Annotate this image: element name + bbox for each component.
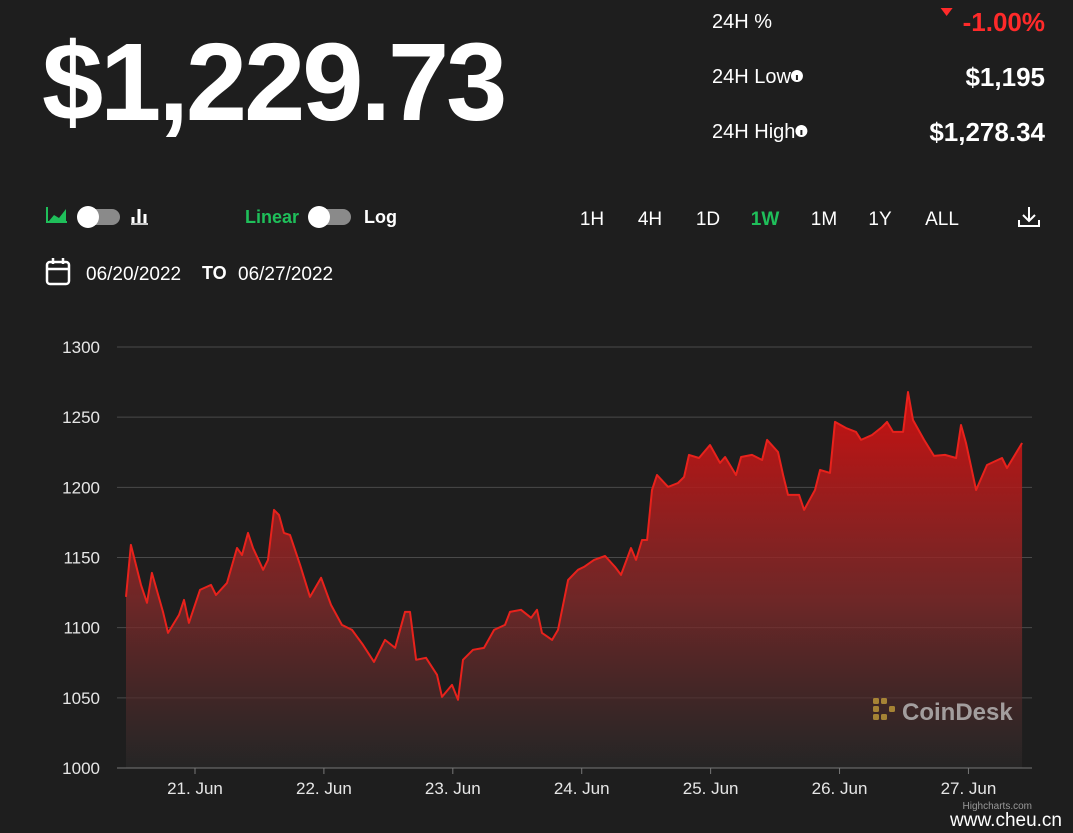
logo-dot bbox=[881, 714, 887, 720]
toggle-knob bbox=[308, 206, 330, 228]
y-tick-label: 1300 bbox=[62, 338, 100, 357]
y-tick-label: 1150 bbox=[63, 549, 100, 568]
logo-dot bbox=[881, 698, 887, 704]
calendar-frame bbox=[45, 260, 71, 286]
x-tick-label: 27. Jun bbox=[941, 779, 997, 798]
y-tick-label: 1200 bbox=[62, 478, 100, 497]
toggle-knob bbox=[77, 206, 99, 228]
chart-type-toggle[interactable] bbox=[46, 206, 148, 228]
info-icon-mark bbox=[800, 130, 803, 135]
calendar-icon[interactable] bbox=[45, 258, 71, 286]
area-icon bbox=[46, 207, 67, 223]
logo-dot bbox=[873, 714, 879, 720]
stat-value: -1.00% bbox=[963, 7, 1045, 37]
area-icon-fill bbox=[49, 209, 66, 221]
stat-value: $1,278.34 bbox=[929, 117, 1045, 147]
download-icon bbox=[1018, 207, 1040, 227]
scale-linear[interactable]: Linear bbox=[245, 207, 299, 227]
stat-label: 24H % bbox=[712, 11, 772, 33]
site-watermark: www.cheu.cn bbox=[949, 810, 1062, 831]
range-button[interactable]: 1H bbox=[580, 209, 604, 230]
range-button[interactable]: ALL bbox=[925, 209, 959, 230]
range-button[interactable]: 1W bbox=[751, 209, 780, 230]
x-tick-label: 22. Jun bbox=[296, 779, 352, 798]
download-button[interactable] bbox=[1018, 207, 1040, 227]
y-tick-label: 1050 bbox=[62, 689, 100, 708]
range-button[interactable]: 1Y bbox=[868, 209, 892, 230]
x-tick-label: 24. Jun bbox=[554, 779, 610, 798]
date-to[interactable]: 06/27/2022 bbox=[238, 264, 333, 285]
bar-icon bbox=[131, 209, 147, 223]
y-tick-label: 1100 bbox=[63, 619, 100, 638]
range-button[interactable]: 1M bbox=[811, 209, 837, 230]
stats: 24H % -1.00% 24H Low $1,195 24H High $1,278.3… bbox=[712, 7, 1046, 147]
watermark-logo bbox=[873, 698, 895, 720]
calendar-lines bbox=[47, 258, 69, 271]
watermark: CoinDesk bbox=[902, 699, 1013, 726]
stat-label: 24H Low bbox=[712, 66, 791, 88]
price-chart: 1000 1050 1100 1150 1200 1250 1300 21. Jun 22. J… bbox=[62, 338, 1032, 812]
info-icon-mark bbox=[795, 75, 798, 80]
x-tick-label: 25. Jun bbox=[683, 779, 739, 798]
price: $1,229.73 bbox=[42, 21, 504, 144]
range-buttons: 1H 4H 1D 1W 1M 1Y ALL bbox=[580, 209, 959, 230]
scale-log[interactable]: Log bbox=[364, 207, 397, 227]
x-tick-label: 26. Jun bbox=[812, 779, 868, 798]
down-arrow bbox=[940, 8, 953, 16]
scale-toggle[interactable] bbox=[308, 206, 351, 228]
range-button[interactable]: 4H bbox=[638, 209, 662, 230]
price-line bbox=[125, 391, 1023, 701]
range-button[interactable]: 1D bbox=[696, 209, 720, 230]
logo-dot bbox=[873, 706, 879, 712]
stat-value: $1,195 bbox=[965, 62, 1045, 92]
x-tick-label: 23. Jun bbox=[425, 779, 481, 798]
stat-label: 24H High bbox=[712, 121, 795, 143]
y-tick-label: 1250 bbox=[62, 408, 100, 427]
logo-dot bbox=[873, 698, 879, 704]
y-tick-label: 1000 bbox=[62, 759, 100, 778]
x-tick-label: 21. Jun bbox=[167, 779, 223, 798]
logo-dot bbox=[889, 706, 895, 712]
area-fill bbox=[126, 392, 1023, 768]
date-separator: TO bbox=[202, 263, 227, 283]
date-from[interactable]: 06/20/2022 bbox=[86, 264, 181, 285]
date-to-field[interactable]: 06/27/2022 bbox=[238, 264, 333, 285]
credits: Highcharts.com bbox=[963, 801, 1032, 812]
date-from-field[interactable]: 06/20/2022 bbox=[86, 264, 181, 285]
